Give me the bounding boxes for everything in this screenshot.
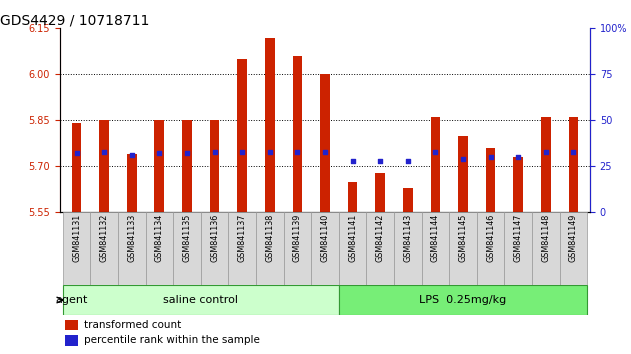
- Bar: [367, 212, 394, 285]
- Text: GSM841136: GSM841136: [210, 214, 219, 262]
- Text: GSM841132: GSM841132: [100, 214, 109, 262]
- Bar: [146, 212, 173, 285]
- Point: [403, 158, 413, 164]
- Point: [430, 149, 440, 154]
- Text: GSM841146: GSM841146: [486, 214, 495, 262]
- Bar: [348, 182, 357, 212]
- Point: [99, 149, 109, 154]
- Bar: [541, 117, 551, 212]
- Bar: [477, 212, 504, 285]
- Text: agent: agent: [56, 295, 88, 305]
- Bar: [65, 335, 78, 346]
- Text: GSM841143: GSM841143: [403, 214, 412, 262]
- Text: GSM841134: GSM841134: [155, 214, 164, 262]
- Bar: [62, 285, 339, 315]
- Bar: [293, 56, 302, 212]
- Bar: [560, 212, 587, 285]
- Text: GSM841147: GSM841147: [514, 214, 522, 262]
- Bar: [311, 212, 339, 285]
- Bar: [569, 117, 578, 212]
- Bar: [532, 212, 560, 285]
- Text: GSM841139: GSM841139: [293, 214, 302, 262]
- Bar: [339, 285, 587, 315]
- Text: GDS4429 / 10718711: GDS4429 / 10718711: [0, 13, 150, 27]
- Bar: [320, 74, 330, 212]
- Bar: [99, 120, 109, 212]
- Text: GSM841137: GSM841137: [238, 214, 247, 262]
- Point: [154, 151, 164, 156]
- Point: [127, 153, 137, 158]
- Text: GSM841140: GSM841140: [321, 214, 329, 262]
- Point: [264, 149, 274, 154]
- Point: [237, 149, 247, 154]
- Point: [71, 151, 81, 156]
- Bar: [422, 212, 449, 285]
- Bar: [201, 212, 228, 285]
- Point: [320, 149, 330, 154]
- Bar: [403, 188, 413, 212]
- Bar: [237, 59, 247, 212]
- Point: [486, 154, 496, 160]
- Bar: [514, 157, 523, 212]
- Point: [541, 149, 551, 154]
- Text: GSM841138: GSM841138: [265, 214, 274, 262]
- Point: [182, 151, 192, 156]
- Bar: [375, 172, 385, 212]
- Text: GSM841142: GSM841142: [375, 214, 385, 262]
- Bar: [449, 212, 477, 285]
- Bar: [265, 38, 274, 212]
- Text: saline control: saline control: [163, 295, 239, 305]
- Text: GSM841145: GSM841145: [459, 214, 468, 262]
- Text: GSM841135: GSM841135: [182, 214, 191, 262]
- Point: [348, 158, 358, 164]
- Text: LPS  0.25mg/kg: LPS 0.25mg/kg: [420, 295, 507, 305]
- Point: [569, 149, 579, 154]
- Text: GSM841149: GSM841149: [569, 214, 578, 262]
- Bar: [118, 212, 146, 285]
- Bar: [394, 212, 422, 285]
- Bar: [90, 212, 118, 285]
- Point: [513, 154, 523, 160]
- Text: transformed count: transformed count: [84, 320, 181, 330]
- Point: [375, 158, 385, 164]
- Bar: [127, 154, 136, 212]
- Text: GSM841131: GSM841131: [72, 214, 81, 262]
- Bar: [209, 120, 220, 212]
- Bar: [504, 212, 532, 285]
- Text: GSM841133: GSM841133: [127, 214, 136, 262]
- Bar: [430, 117, 440, 212]
- Text: GSM841148: GSM841148: [541, 214, 550, 262]
- Bar: [458, 136, 468, 212]
- Bar: [486, 148, 495, 212]
- Bar: [155, 120, 164, 212]
- Bar: [339, 212, 367, 285]
- Bar: [256, 212, 283, 285]
- Bar: [228, 212, 256, 285]
- Point: [209, 149, 220, 154]
- Point: [292, 149, 302, 154]
- Bar: [72, 124, 81, 212]
- Text: percentile rank within the sample: percentile rank within the sample: [84, 335, 260, 346]
- Bar: [283, 212, 311, 285]
- Bar: [182, 120, 192, 212]
- Bar: [65, 320, 78, 330]
- Text: GSM841144: GSM841144: [431, 214, 440, 262]
- Bar: [62, 212, 90, 285]
- Point: [458, 156, 468, 162]
- Text: GSM841141: GSM841141: [348, 214, 357, 262]
- Bar: [173, 212, 201, 285]
